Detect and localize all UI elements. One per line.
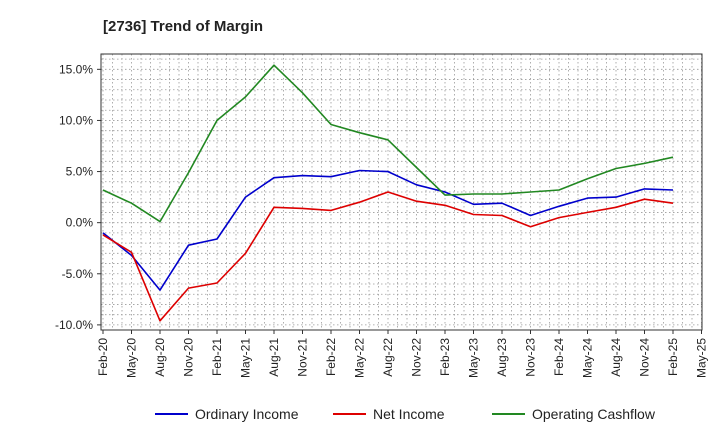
x-tick-label: Feb-22 [324,338,338,376]
x-tick-label: Nov-20 [182,338,196,377]
x-tick-label: Nov-21 [296,338,310,377]
x-tick-label: Nov-24 [638,338,652,377]
legend-label-operating-cashflow: Operating Cashflow [532,406,656,422]
x-tick-label: May-20 [125,338,139,378]
series-line-operating-cashflow [102,64,674,223]
legend-label-ordinary-income: Ordinary Income [195,406,299,422]
series-line-ordinary-income [102,169,674,291]
legend: Ordinary Income Net Income Operating Cashf… [155,406,656,422]
x-tick-label: May-21 [239,338,253,378]
x-tick-label: Nov-22 [410,338,424,377]
x-tick-label: Feb-25 [666,338,680,376]
y-tick-label: 15.0% [59,62,93,76]
x-tick-label: Aug-22 [381,338,395,377]
x-tick-label: Feb-20 [96,338,110,376]
x-axis: Feb-20 May-20 Aug-20 Nov-20 Feb-21 May-21 Aug-… [96,330,709,378]
x-tick-label: Aug-21 [267,338,281,377]
grid-lines [101,54,702,330]
x-tick-label: Aug-23 [495,338,509,377]
x-tick-label: May-23 [467,338,481,378]
x-tick-label: May-24 [581,338,595,378]
y-tick-label: -10.0% [55,318,93,332]
plot-area-frame [100,53,703,331]
x-tick-label: Feb-21 [210,338,224,376]
y-tick-label: 0.0% [66,216,94,230]
y-tick-label: 5.0% [66,165,94,179]
x-tick-label: Aug-24 [609,338,623,377]
y-tick-label: 10.0% [59,113,93,127]
x-tick-label: Feb-24 [552,338,566,376]
series-lines [102,64,674,322]
x-tick-label: May-22 [353,338,367,378]
series-line-net-income [102,191,674,322]
chart-title: [2736] Trend of Margin [103,18,263,35]
x-tick-label: Feb-23 [438,338,452,376]
x-tick-label: Nov-23 [524,338,538,377]
x-tick-label: Aug-20 [153,338,167,377]
y-tick-label: -5.0% [62,267,94,281]
y-axis: -10.0% -5.0% 0.0% 5.0% 10.0% 15.0% [55,62,101,332]
legend-label-net-income: Net Income [373,406,445,422]
x-tick-label: May-25 [695,338,709,378]
